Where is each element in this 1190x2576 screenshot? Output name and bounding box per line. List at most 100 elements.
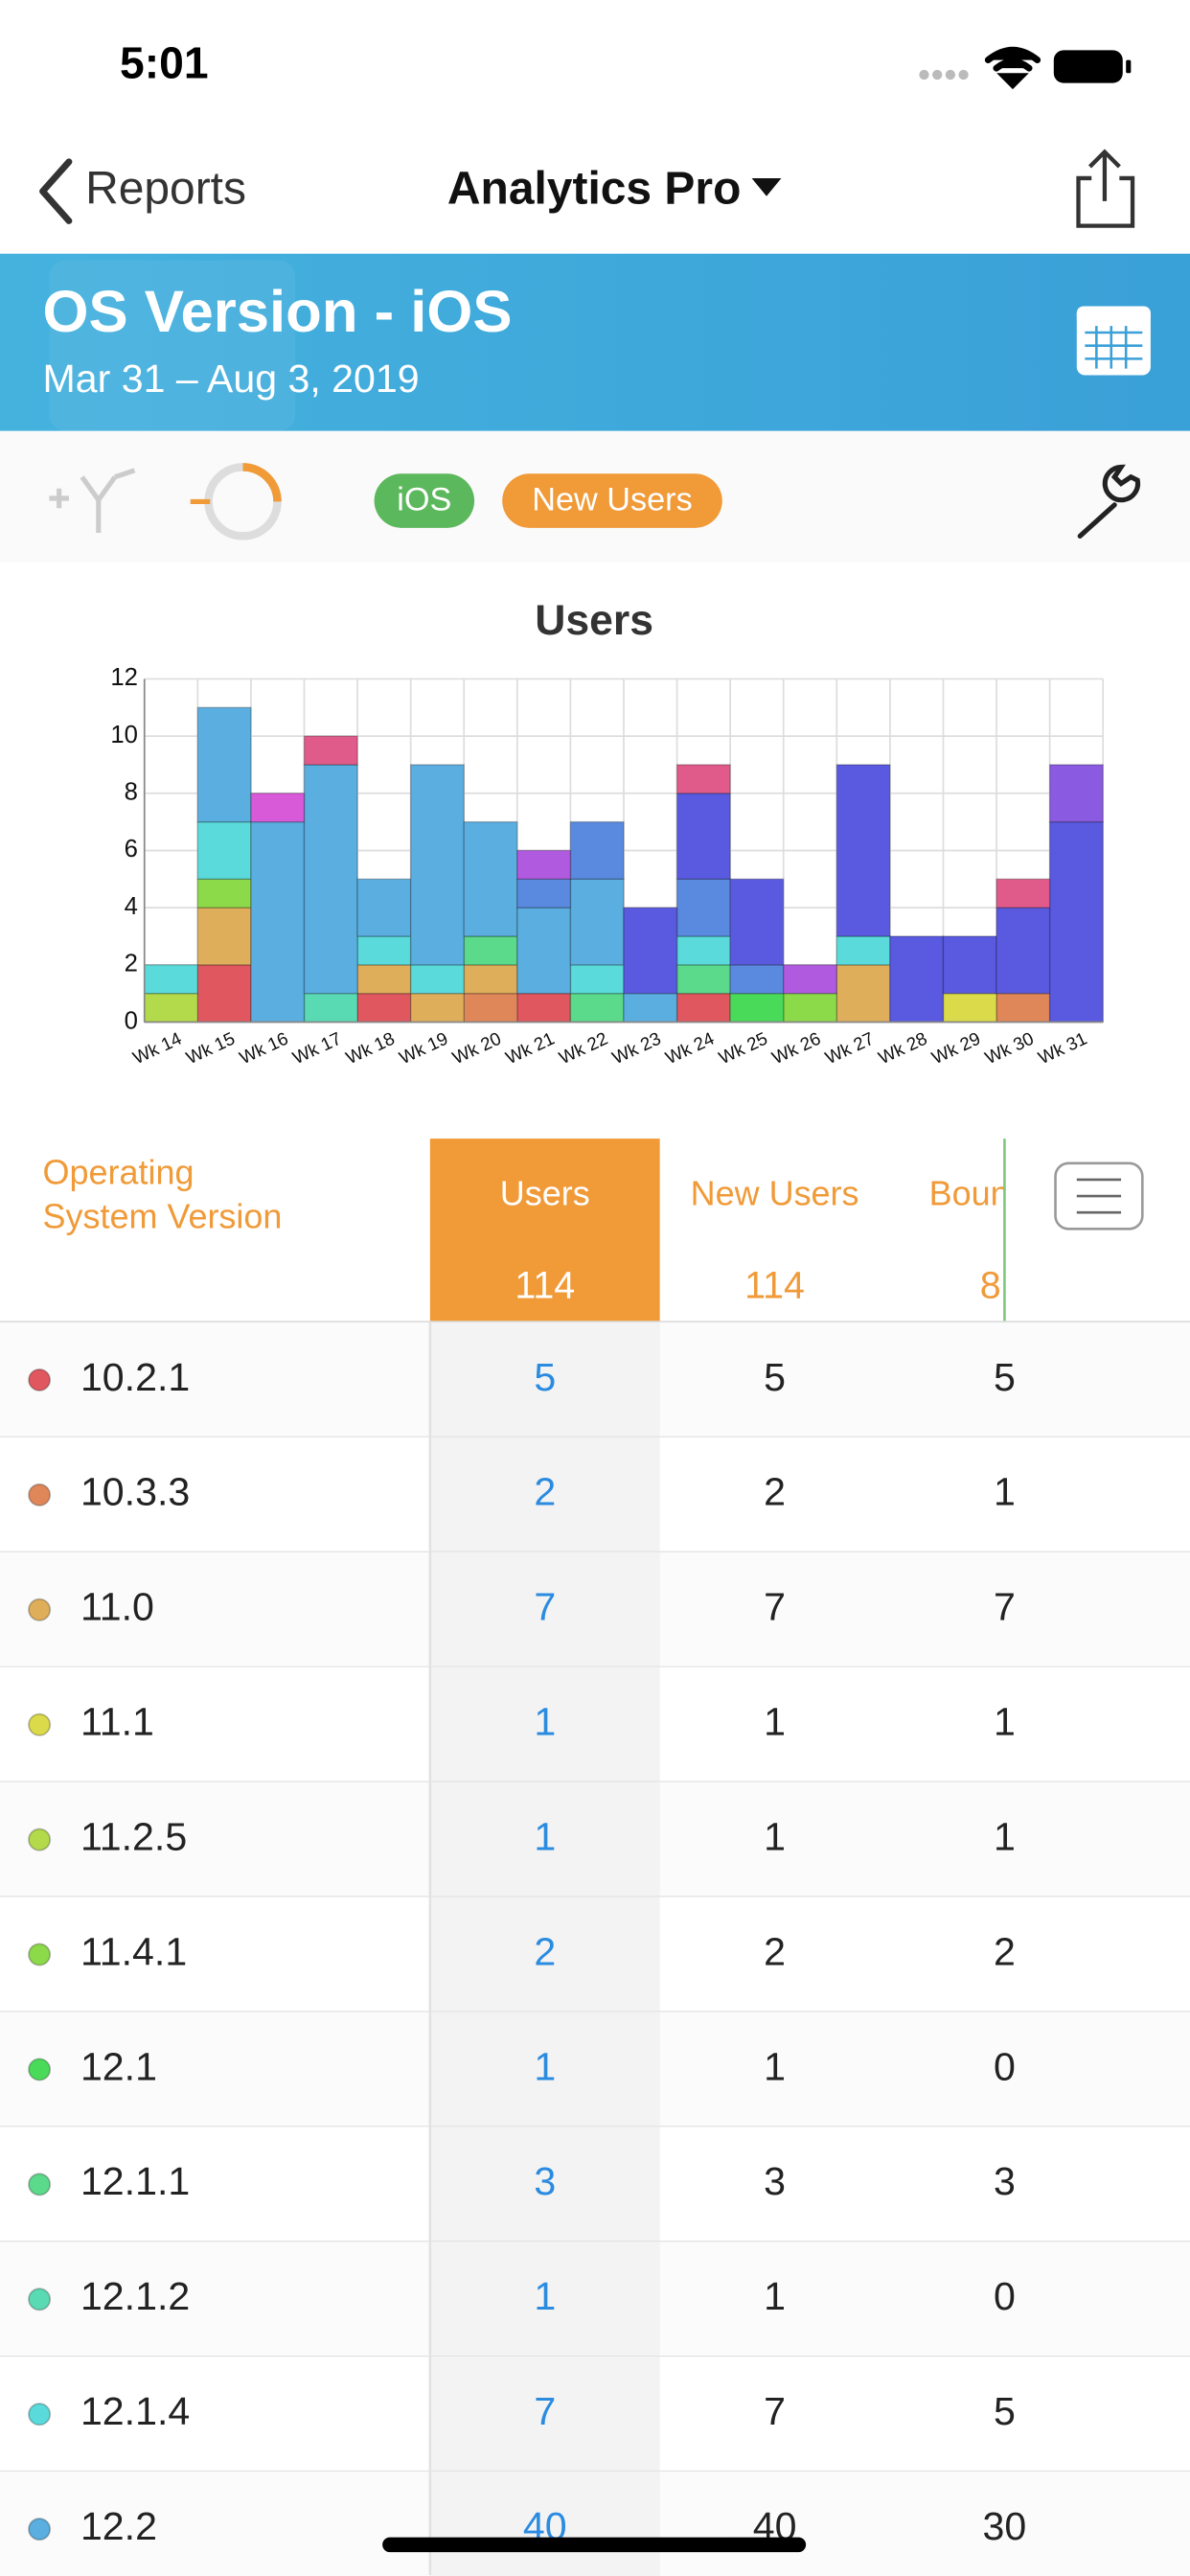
column-header[interactable]: Operating bbox=[43, 1152, 195, 1191]
clipped-column: Boun 8 bbox=[929, 1174, 1010, 1307]
cell-value: 5 bbox=[764, 1355, 786, 1399]
bar-segment bbox=[463, 992, 518, 1024]
selected-column-cell bbox=[429, 1322, 660, 1438]
bar-segment bbox=[250, 820, 306, 1024]
cell-value: 1 bbox=[764, 1700, 786, 1744]
bar-segment bbox=[783, 964, 837, 995]
bar-segment bbox=[409, 764, 465, 966]
y-tick-label: 12 bbox=[110, 664, 138, 691]
cell-value: 5 bbox=[994, 1355, 1016, 1399]
bar-segment bbox=[463, 820, 518, 937]
dropdown-arrow[interactable] bbox=[751, 177, 782, 196]
bar-segment bbox=[196, 964, 252, 1024]
bar-segment bbox=[303, 992, 358, 1024]
bar-segment bbox=[303, 764, 358, 995]
back-button[interactable]: Reports bbox=[85, 163, 246, 214]
cell-value: 1 bbox=[534, 2044, 556, 2088]
home-indicator bbox=[382, 2537, 807, 2553]
cell-value: 1 bbox=[534, 1700, 556, 1744]
selected-column-cell bbox=[429, 2357, 660, 2472]
bar-segment bbox=[196, 706, 252, 823]
menu-icon[interactable] bbox=[1076, 1178, 1122, 1214]
bar-segment bbox=[569, 992, 625, 1024]
bar-segment bbox=[196, 907, 252, 966]
selected-column-header[interactable] bbox=[429, 1138, 660, 1322]
cell-value: 7 bbox=[764, 2389, 786, 2433]
bar-segment bbox=[675, 764, 731, 794]
cell-value: 1 bbox=[534, 2274, 556, 2318]
bar-segment bbox=[942, 935, 997, 995]
calendar-button[interactable] bbox=[1076, 306, 1151, 376]
bar-segment bbox=[729, 992, 785, 1024]
series-dot bbox=[28, 2288, 52, 2312]
wifi-icon bbox=[984, 46, 1041, 90]
cell-value: 0 bbox=[994, 2044, 1016, 2088]
series-dot bbox=[28, 1598, 52, 1622]
comparison-button[interactable] bbox=[190, 463, 282, 540]
status-time: 5:01 bbox=[120, 38, 209, 88]
column-header[interactable]: System Version bbox=[43, 1197, 283, 1236]
nav-title[interactable]: Analytics Pro bbox=[447, 163, 741, 214]
report-title: OS Version - iOS bbox=[43, 279, 513, 345]
column-total: 114 bbox=[744, 1264, 805, 1306]
cell-value: 7 bbox=[534, 2389, 556, 2433]
bar-segment bbox=[783, 992, 837, 1024]
battery-icon bbox=[1053, 50, 1123, 83]
y-tick-label: 4 bbox=[125, 893, 138, 920]
bar-segment bbox=[729, 878, 785, 966]
series-dot bbox=[28, 1713, 52, 1736]
series-dot bbox=[28, 2403, 52, 2426]
cell-value: 2 bbox=[534, 1470, 556, 1514]
header-decoration bbox=[49, 260, 296, 431]
bar-segment bbox=[303, 735, 358, 766]
settings-button[interactable] bbox=[1077, 464, 1141, 539]
back-chevron[interactable] bbox=[39, 158, 73, 224]
bar-segment bbox=[623, 992, 678, 1024]
bar-segment bbox=[196, 820, 252, 880]
selected-column-cell bbox=[429, 1782, 660, 1898]
selected-column-cell bbox=[429, 2242, 660, 2358]
filter-pill[interactable] bbox=[502, 473, 722, 528]
bar-segment bbox=[356, 992, 412, 1024]
bar-segment bbox=[1048, 820, 1104, 1024]
chart-title: Users bbox=[535, 597, 653, 644]
row-label: 12.1 bbox=[80, 2044, 157, 2088]
filter-label[interactable]: iOS bbox=[397, 481, 451, 518]
share-button[interactable] bbox=[1076, 149, 1135, 228]
series-dot bbox=[28, 1483, 52, 1506]
column-header[interactable]: New Users bbox=[691, 1174, 859, 1213]
bar-segment bbox=[995, 878, 1051, 908]
cell-value: 5 bbox=[534, 1355, 556, 1399]
selected-column-cell bbox=[429, 1897, 660, 2012]
cell-value: 7 bbox=[994, 1585, 1016, 1629]
row-label: 12.2 bbox=[80, 2504, 157, 2548]
bar-segment bbox=[569, 878, 625, 966]
bar-segment bbox=[1048, 764, 1104, 823]
row-label: 11.0 bbox=[80, 1585, 154, 1629]
cell-value: 3 bbox=[764, 2159, 786, 2203]
bar-segment bbox=[356, 878, 412, 937]
bar-segment bbox=[835, 964, 891, 1024]
column-header[interactable]: Users bbox=[500, 1174, 590, 1213]
bar-segment bbox=[409, 992, 465, 1024]
selected-column-cell bbox=[429, 2127, 660, 2242]
column-total: 114 bbox=[515, 1264, 575, 1306]
bar-segment bbox=[196, 878, 252, 908]
row-label: 10.3.3 bbox=[80, 1470, 190, 1514]
row-label: 10.2.1 bbox=[80, 1355, 190, 1399]
filter-label[interactable]: New Users bbox=[532, 481, 692, 518]
filter-pill[interactable] bbox=[374, 473, 475, 528]
column-header[interactable]: Boun bbox=[929, 1174, 1010, 1213]
cell-value: 3 bbox=[534, 2159, 556, 2203]
bar-segment bbox=[356, 964, 412, 995]
bar-segment bbox=[409, 964, 465, 995]
series-dot bbox=[28, 1368, 52, 1392]
segment-button[interactable] bbox=[49, 468, 136, 533]
cell-value: 2 bbox=[994, 1929, 1016, 1973]
bar-segment bbox=[675, 793, 731, 880]
bar-segment bbox=[250, 793, 306, 823]
date-range[interactable]: Mar 31 – Aug 3, 2019 bbox=[43, 356, 420, 401]
bar-segment bbox=[569, 964, 625, 995]
bar-segment bbox=[516, 992, 572, 1024]
